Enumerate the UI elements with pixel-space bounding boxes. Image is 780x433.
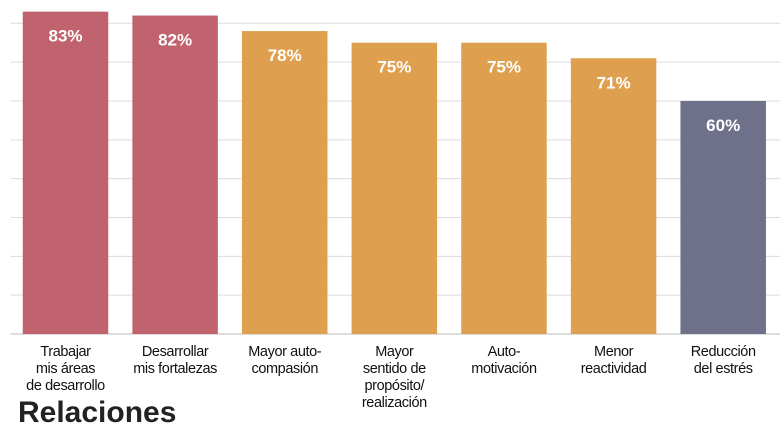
bar — [680, 100, 766, 334]
x-tick-label: Trabajar mis áreas de desarrollo — [26, 344, 105, 394]
x-tick-label: Mayor sentido de propósito/ realización — [361, 344, 427, 411]
value-label: 83% — [48, 27, 82, 46]
value-label: 75% — [377, 58, 411, 77]
section-heading: Relaciones — [18, 396, 177, 429]
bar — [461, 42, 547, 334]
chart: 83% 82% 78% 75% 75% 71% 60% — [10, 11, 780, 335]
bar — [351, 42, 438, 334]
bar — [570, 58, 657, 335]
value-label: 60% — [706, 116, 740, 135]
x-tick-label: Mayor auto- compasión — [248, 344, 322, 377]
x-tick-label: Desarrollar mis fortalezas — [133, 344, 218, 377]
x-tick-label: Auto- motivación — [471, 344, 537, 377]
value-label: 71% — [597, 73, 631, 92]
value-label: 75% — [487, 58, 521, 77]
bar — [241, 31, 328, 335]
x-tick-label: Reducción del estrés — [690, 344, 756, 377]
x-tick-label: Menor reactividad — [580, 344, 647, 377]
value-label: 78% — [268, 46, 302, 65]
bar — [132, 15, 218, 335]
bar — [22, 11, 109, 335]
value-label: 82% — [158, 31, 192, 50]
